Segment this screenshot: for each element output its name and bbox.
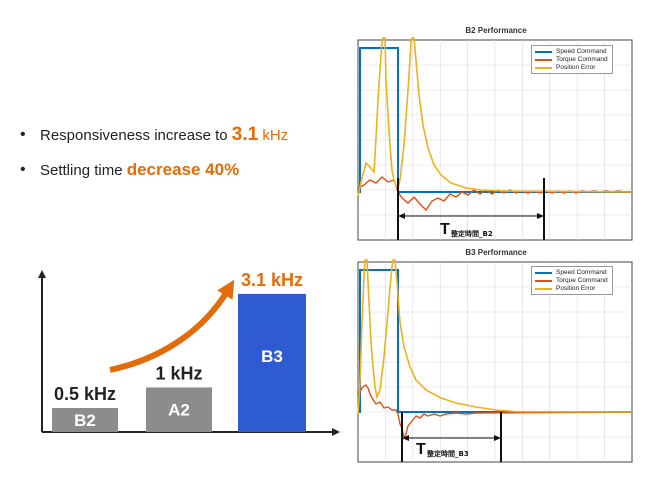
bar-value-b3: 3.1 kHz — [241, 270, 303, 290]
b3-torque-command-line — [357, 384, 633, 441]
bar-label-b3: B3 — [261, 347, 283, 366]
bar-b2 — [52, 408, 118, 432]
b3-arrowhead-left-icon — [402, 435, 409, 441]
bullet-2-prefix: Settling time — [40, 162, 127, 179]
b2-settling-time-symbol: T — [440, 221, 450, 238]
bar-value-a2: 1 kHz — [155, 363, 202, 383]
bullet-1-prefix: Responsiveness increase to — [40, 127, 232, 144]
bar-value-b2: 0.5 kHz — [54, 384, 116, 404]
b3-position-error-line — [357, 259, 633, 415]
b3-settling-time-symbol: T — [416, 441, 426, 458]
b3-plot-title: B3 Performance — [465, 248, 527, 257]
b3-performance-panel: B3 Performance T 整定時間_B3 Speed Command To… — [356, 242, 636, 464]
b2-legend-torque-label: Torque Command — [556, 56, 608, 63]
b2-arrowhead-left-icon — [398, 213, 405, 219]
bullet-2-highlight: decrease 40% — [126, 160, 240, 179]
b2-legend-position-error: Position Error — [535, 64, 608, 72]
b2-settling-time-label: 整定時間_B2 — [450, 229, 493, 238]
b3-legend-speed-label: Speed Command — [556, 269, 607, 276]
b2-legend-speed: Speed Command — [535, 48, 608, 56]
b2-performance-panel: B2 Performance T 整定時間_B2 Speed Command To… — [356, 20, 636, 242]
bullet-responsiveness: • Responsiveness increase to 3.1 kHz — [18, 118, 358, 153]
bullet-settling-time: • Settling time decrease 40% — [18, 153, 358, 188]
b3-arrowhead-right-icon — [494, 435, 501, 441]
bar-a2 — [146, 387, 212, 432]
b2-legend-speed-label: Speed Command — [556, 48, 607, 55]
b2-legend: Speed Command Torque Command Position Er… — [531, 45, 613, 74]
bar-label-a2: A2 — [168, 401, 190, 420]
b2-plot-title: B2 Performance — [465, 26, 527, 35]
bar-label-b2: B2 — [74, 411, 96, 430]
b3-legend-position-error: Position Error — [535, 285, 608, 293]
b2-arrowhead-right-icon — [537, 213, 544, 219]
bullet-1-suffix: kHz — [258, 127, 289, 144]
b3-legend: Speed Command Torque Command Position Er… — [531, 266, 613, 295]
b3-legend-torque-label: Torque Command — [556, 277, 608, 284]
bullet-1-highlight: 3.1 — [231, 124, 259, 145]
b3-performance-plot: T 整定時間_B3 — [357, 259, 633, 463]
b2-legend-position-error-label: Position Error — [556, 64, 596, 71]
b3-speed-command-line — [358, 269, 632, 413]
bullet-list: • Responsiveness increase to 3.1 kHz • S… — [18, 118, 358, 188]
b3-legend-speed: Speed Command — [535, 269, 608, 277]
b3-legend-torque: Torque Command — [535, 277, 608, 285]
bandwidth-bar-chart: B2 0.5 kHz A2 1 kHz B3 3.1 kHz — [38, 270, 340, 436]
b3-settling-time-label: 整定時間_B3 — [426, 449, 469, 458]
bar-b3 — [238, 293, 306, 432]
growth-arrow-icon — [109, 279, 235, 373]
b2-legend-torque: Torque Command — [535, 56, 608, 64]
b3-legend-position-error-label: Position Error — [556, 285, 596, 292]
bullet-dot-icon: • — [20, 161, 26, 178]
bullet-dot-icon: • — [20, 126, 26, 143]
